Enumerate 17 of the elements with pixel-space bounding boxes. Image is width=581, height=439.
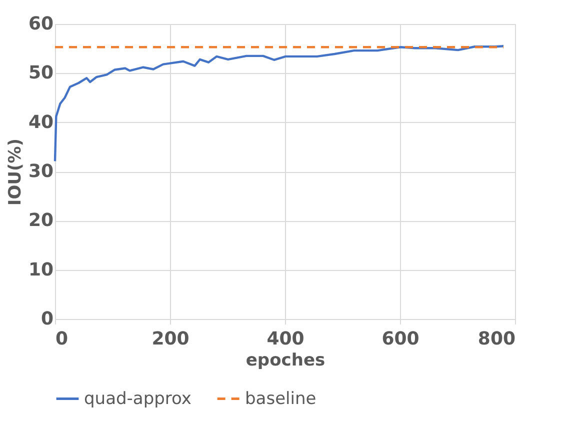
y-tick-label: 50 xyxy=(28,62,54,84)
y-tick-label: 60 xyxy=(28,14,54,34)
y-axis-title: IOU(%) xyxy=(5,138,26,206)
line-series xyxy=(54,45,505,162)
legend-label: baseline xyxy=(245,388,316,409)
legend-label: quad-approx xyxy=(84,388,192,409)
x-axis-title: epoches xyxy=(246,350,326,370)
x-tick-label: 800 xyxy=(478,328,516,350)
y-tick-label: 20 xyxy=(28,210,54,232)
x-tick-label: 400 xyxy=(266,328,304,350)
y-tick-label: 10 xyxy=(28,259,54,280)
x-tick-label: 0 xyxy=(56,328,68,350)
y-tick-label: 30 xyxy=(28,161,54,182)
x-tick-label: 600 xyxy=(382,328,420,350)
x-tick-label: 200 xyxy=(152,328,190,350)
y-tick-label: 40 xyxy=(28,112,54,133)
y-tick-label: 0 xyxy=(40,308,54,330)
